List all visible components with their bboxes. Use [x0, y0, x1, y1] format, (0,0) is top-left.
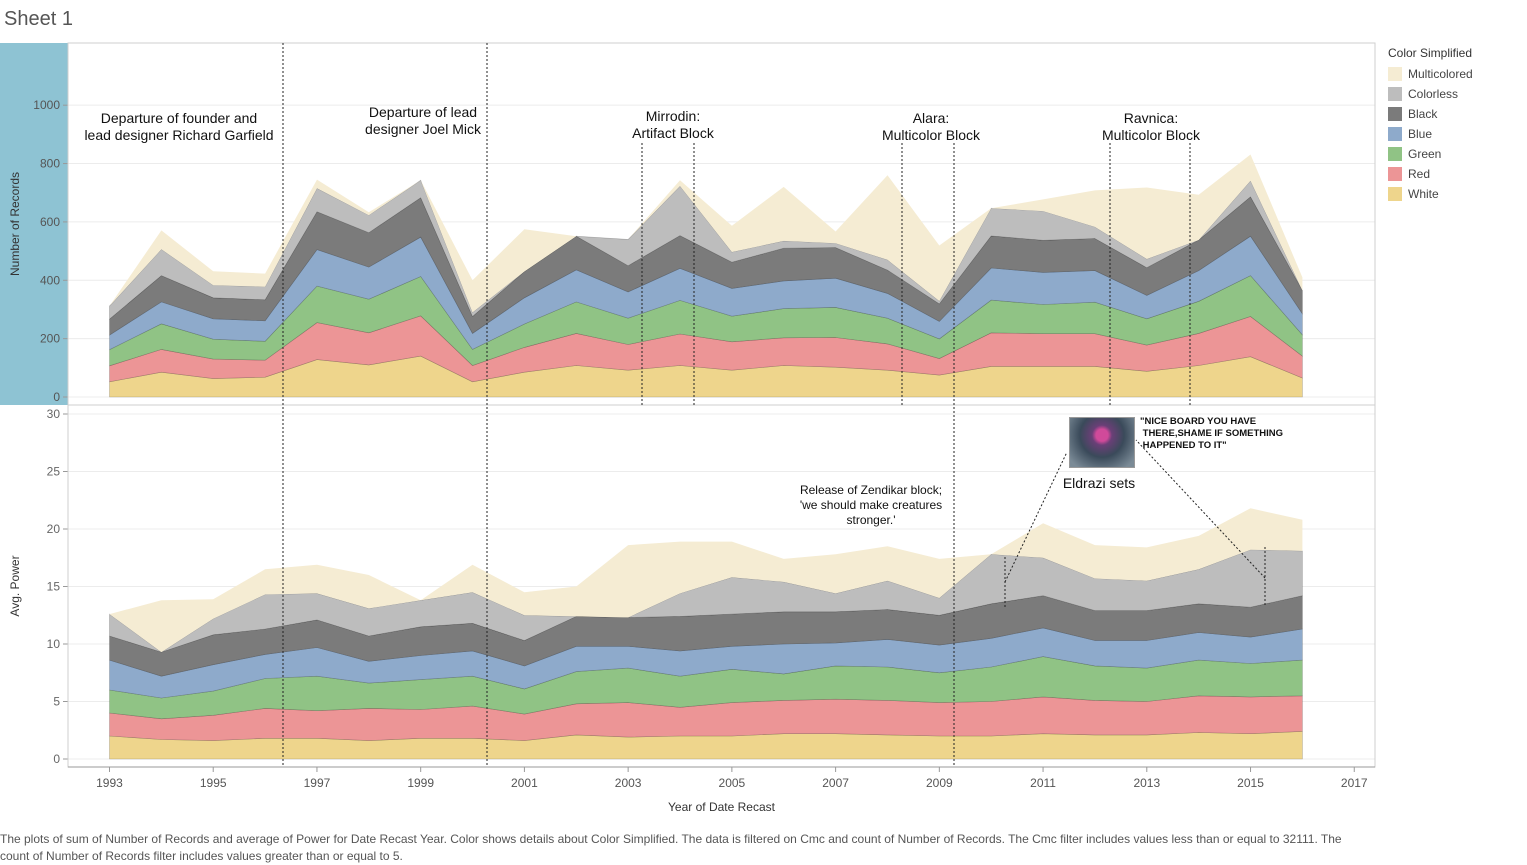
x-tick-label: 1995	[200, 776, 227, 790]
color-legend[interactable]: Color Simplified Multicolored Colorless Bl…	[1388, 46, 1473, 204]
y-tick-label: 0	[53, 390, 60, 404]
y-tick-label: 20	[47, 522, 61, 536]
legend-swatch	[1388, 87, 1402, 101]
annotations: Departure of founder and lead designer Ri…	[84, 43, 1283, 767]
annotation-zendikar-line: stronger.'	[847, 513, 896, 527]
x-tick-label: 2011	[1030, 776, 1056, 790]
y-tick-label: 30	[47, 407, 61, 421]
panel-avg-power: 0 5 10 15 20 25 30 Avg. Power	[8, 404, 1376, 768]
x-axis-title: Year of Date Recast	[668, 800, 776, 814]
legend-item-multicolored[interactable]: Multicolored	[1388, 64, 1473, 84]
annotation-garfield: Departure of founder and lead designer Ri…	[84, 110, 273, 143]
annotation-eldrazi-quote: "NICE BOARD YOU HAVE THERE,SHAME IF SOME…	[1140, 416, 1283, 451]
legend-item-colorless[interactable]: Colorless	[1388, 84, 1473, 104]
x-tick-label: 1997	[304, 776, 331, 790]
legend-item-blue[interactable]: Blue	[1388, 124, 1473, 144]
legend-swatch	[1388, 67, 1402, 81]
area-multicolored	[109, 508, 1303, 653]
legend-label: Blue	[1408, 127, 1433, 141]
y-tick-label: 1000	[33, 98, 60, 112]
x-tick-label: 1993	[96, 776, 123, 790]
annotation-ravnica-line: Multicolor Block	[1102, 127, 1201, 143]
legend-label: Multicolored	[1408, 67, 1473, 81]
legend-label: Black	[1408, 107, 1438, 121]
legend-title: Color Simplified	[1388, 46, 1473, 60]
annotation-garfield-line: lead designer Richard Garfield	[84, 127, 273, 143]
annotation-mick-line: Departure of lead	[369, 104, 477, 120]
annotation-alara-line: Multicolor Block	[882, 127, 981, 143]
y-tick-label: 400	[40, 273, 60, 287]
annotation-eldrazi-quote-line: "NICE BOARD YOU HAVE	[1140, 416, 1256, 427]
annotation-eldrazi-quote-line: THERE,SHAME IF SOMETHING	[1140, 428, 1283, 439]
annotation-eldrazi-quote-line: HAPPENED TO IT"	[1140, 440, 1227, 451]
legend-swatch	[1388, 127, 1402, 141]
annotation-mirrodin: Mirrodin: Artifact Block	[632, 108, 715, 141]
annotation-mirrodin-line: Artifact Block	[632, 125, 715, 141]
caption-footer: The plots of sum of Number of Records an…	[0, 832, 1342, 863]
annotation-alara-line: Alara:	[913, 110, 950, 126]
annotation-garfield-line: Departure of founder and	[101, 110, 257, 126]
x-tick-label: 2009	[926, 776, 953, 790]
y-axis-title: Avg. Power	[8, 555, 22, 616]
legend-swatch	[1388, 167, 1402, 181]
annotation-eldrazi-line: Eldrazi sets	[1063, 475, 1135, 491]
annotation-zendikar: Release of Zendikar block;'we should mak…	[800, 483, 942, 527]
annotation-alara: Alara: Multicolor Block	[882, 110, 981, 143]
annotation-zendikar-line: 'we should make creatures	[800, 498, 942, 512]
y-tick-label: 15	[47, 580, 61, 594]
y-tick-label: 25	[47, 465, 61, 479]
x-tick-label: 2007	[822, 776, 849, 790]
x-tick-label: 2001	[511, 776, 538, 790]
legend-swatch	[1388, 187, 1402, 201]
annotation-mick-line: designer Joel Mick	[365, 121, 482, 137]
x-tick-label: 1999	[407, 776, 434, 790]
panel-number-of-records: 0 200 400 600 800 1000 Number of Records	[8, 42, 1376, 406]
y-tick-label: 5	[53, 695, 60, 709]
legend-label: Colorless	[1408, 87, 1459, 101]
y-tick-label: 800	[40, 157, 60, 171]
annotation-ravnica-line: Ravnica:	[1124, 110, 1178, 126]
x-tick-label: 2005	[719, 776, 746, 790]
selected-axis-band	[0, 43, 68, 405]
annotation-mirrodin-line: Mirrodin:	[646, 108, 700, 124]
legend-item-white[interactable]: White	[1388, 184, 1473, 204]
y-tick-label: 10	[47, 637, 61, 651]
annotation-zendikar-line: Release of Zendikar block;	[800, 483, 942, 497]
sheet-title: Sheet 1	[4, 8, 73, 30]
annotation-mick: Departure of lead designer Joel Mick	[365, 104, 482, 137]
y-tick-label: 600	[40, 215, 60, 229]
x-axis: 1993 1995 1997 1999 2001 2003 2005 2007 2009 2011…	[68, 766, 1375, 814]
legend-swatch	[1388, 107, 1402, 121]
annotation-eldrazi: Eldrazi sets	[1063, 475, 1135, 491]
y-tick-label: 200	[40, 332, 60, 346]
x-tick-label: 2017	[1341, 776, 1368, 790]
legend-label: White	[1408, 187, 1439, 201]
x-tick-label: 2013	[1133, 776, 1160, 790]
legend-label: Red	[1408, 167, 1431, 181]
legend-label: Green	[1408, 147, 1442, 161]
x-tick-label: 2015	[1237, 776, 1264, 790]
eldrazi-pointer-line	[1135, 439, 1266, 579]
eldrazi-image	[1069, 417, 1135, 468]
legend-swatch	[1388, 147, 1402, 161]
eldrazi-pointer-line	[1004, 451, 1068, 583]
legend-item-black[interactable]: Black	[1388, 104, 1473, 124]
legend-item-green[interactable]: Green	[1388, 144, 1473, 164]
legend-item-red[interactable]: Red	[1388, 164, 1473, 184]
x-tick-label: 2003	[615, 776, 642, 790]
y-tick-label: 0	[53, 752, 60, 766]
y-axis-title: Number of Records	[8, 172, 22, 276]
annotation-ravnica: Ravnica: Multicolor Block	[1102, 110, 1201, 143]
